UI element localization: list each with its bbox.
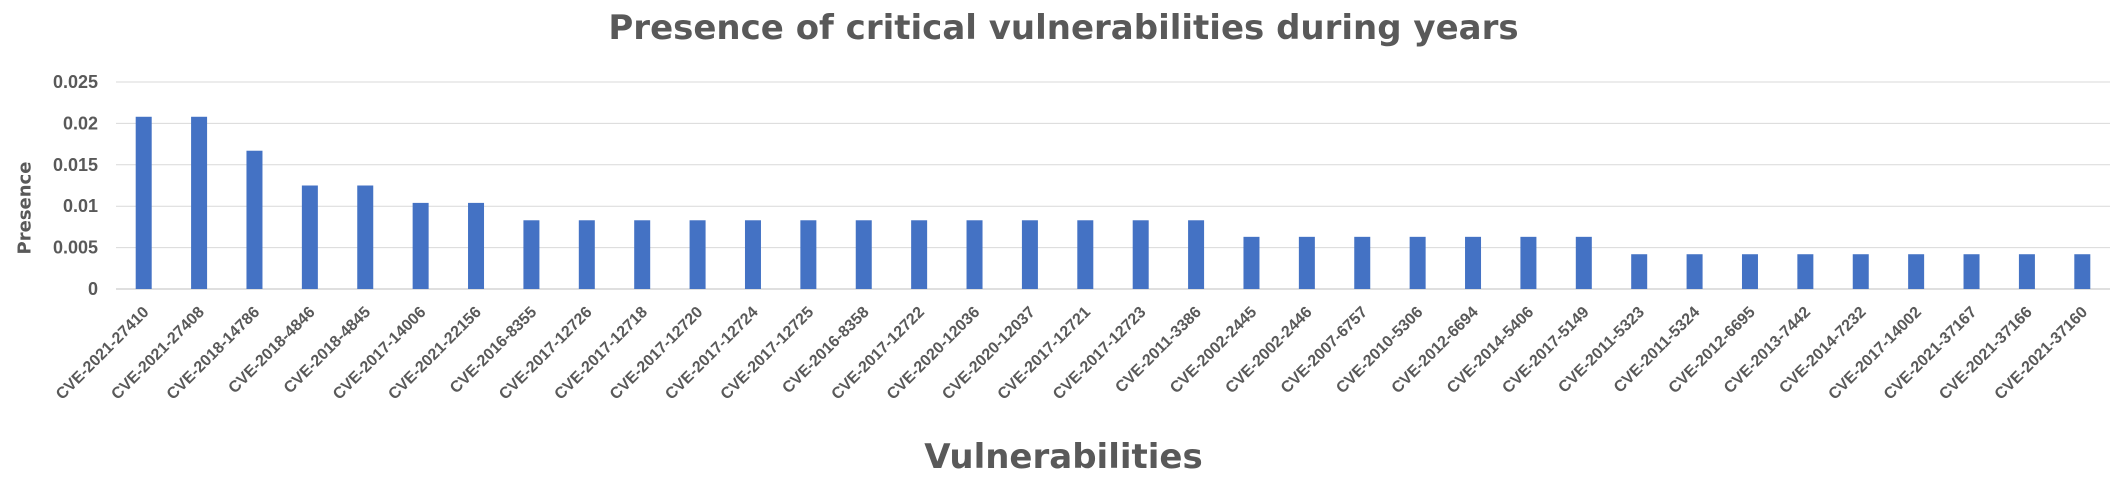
chart-title: Presence of critical vulnerabilities dur… — [608, 8, 1519, 48]
bars — [135, 116, 2091, 289]
bar-cve-2016-8358 — [855, 220, 872, 289]
x-tick-label: CVE-2017-14006 — [330, 304, 430, 404]
bar-cve-2016-8355 — [523, 220, 540, 289]
x-tick-label: CVE-2017-12721 — [995, 304, 1095, 404]
y-tick-label: 0 — [88, 279, 98, 299]
x-tick-label: CVE-2020-12037 — [939, 304, 1039, 404]
x-tick-label: CVE-2021-37160 — [1992, 304, 2092, 404]
bar-cve-2021-37166 — [2018, 254, 2035, 289]
bar-cve-2007-6757 — [1354, 236, 1371, 289]
x-tick-label: CVE-2021-37166 — [1936, 304, 2036, 404]
bar-cve-2020-12037 — [1021, 220, 1038, 289]
y-tick-label: 0.005 — [53, 238, 98, 258]
x-tick-label: CVE-2017-12720 — [607, 304, 707, 404]
y-tick-label: 0.02 — [63, 113, 98, 133]
y-tick-label: 0.015 — [53, 155, 98, 175]
x-tick-label: CVE-2017-12718 — [552, 304, 652, 404]
bar-cve-2011-5324 — [1686, 254, 1703, 289]
bar-cve-2010-5306 — [1409, 236, 1426, 289]
x-tick-label: CVE-2017-12726 — [496, 304, 596, 404]
x-tick-label: CVE-2021-37167 — [1881, 304, 1981, 404]
x-tick-label: CVE-2020-12036 — [884, 304, 984, 404]
bar-cve-2017-14006 — [412, 202, 429, 289]
x-tick-label: CVE-2018-14786 — [164, 304, 264, 404]
bar-cve-2013-7442 — [1797, 254, 1814, 289]
bar-cve-2021-27408 — [191, 116, 208, 289]
x-tick-label: CVE-2021-22156 — [385, 304, 485, 404]
x-tick-label: CVE-2017-12722 — [829, 304, 929, 404]
bar-cve-2020-12036 — [966, 220, 983, 289]
x-tick-label: CVE-2017-12723 — [1050, 304, 1150, 404]
bar-cve-2017-14002 — [1908, 254, 1925, 289]
bar-cve-2017-12721 — [1077, 220, 1094, 289]
x-axis-ticks: CVE-2021-27410CVE-2021-27408CVE-2018-147… — [53, 304, 2091, 404]
gridlines — [116, 81, 2110, 290]
bar-cve-2011-5323 — [1631, 254, 1648, 289]
bar-cve-2014-7232 — [1852, 254, 1869, 289]
bar-cve-2018-14786 — [246, 150, 263, 289]
bar-cve-2018-4846 — [301, 185, 318, 289]
x-tick-label: CVE-2021-27408 — [108, 304, 208, 404]
bar-cve-2014-5406 — [1520, 236, 1537, 289]
bar-cve-2021-22156 — [468, 202, 485, 289]
bar-cve-2017-12726 — [578, 220, 595, 289]
y-tick-label: 0.025 — [53, 72, 98, 92]
x-tick-label: CVE-2017-12724 — [662, 304, 762, 404]
bar-cve-2017-12725 — [800, 220, 817, 289]
bar-cve-2017-12724 — [744, 220, 761, 289]
x-tick-label: CVE-2017-14002 — [1826, 304, 1926, 404]
bar-cve-2017-12720 — [689, 220, 706, 289]
bar-cve-2021-37160 — [2074, 254, 2091, 289]
y-tick-label: 0.01 — [63, 196, 98, 216]
bar-cve-2012-6694 — [1465, 236, 1482, 289]
x-axis-title: Vulnerabilities — [924, 437, 1203, 477]
x-tick-label: CVE-2021-27410 — [53, 304, 153, 404]
bar-cve-2017-12718 — [634, 220, 651, 289]
bar-cve-2021-27410 — [135, 116, 152, 289]
x-tick-label: CVE-2017-12725 — [718, 304, 818, 404]
bar-cve-2017-12722 — [911, 220, 928, 289]
bar-cve-2018-4845 — [357, 185, 374, 289]
bar-cve-2021-37167 — [1963, 254, 1980, 289]
y-axis-ticks: 0 0.005 0.01 0.015 0.02 0.025 — [53, 72, 98, 299]
bar-cve-2017-12723 — [1132, 220, 1149, 289]
bar-cve-2017-5149 — [1575, 236, 1592, 289]
bar-cve-2012-6695 — [1741, 254, 1758, 289]
bar-cve-2002-2446 — [1298, 236, 1315, 289]
bar-cve-2011-3386 — [1188, 220, 1205, 289]
bar-cve-2002-2445 — [1243, 236, 1260, 289]
